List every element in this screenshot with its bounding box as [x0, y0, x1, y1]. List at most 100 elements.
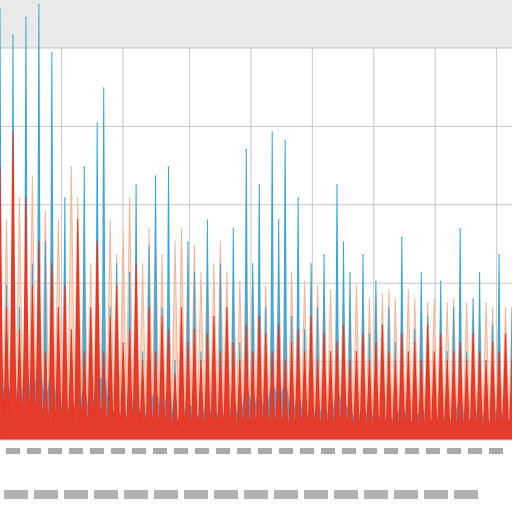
- point-peach-60: [388, 289, 390, 292]
- point-peach-59: [381, 294, 384, 296]
- point-red-20: [128, 329, 131, 331]
- point-red-24: [154, 351, 157, 353]
- point-red-52: [336, 342, 338, 345]
- point-red-29: [187, 342, 189, 345]
- point-peach-30: [193, 245, 196, 248]
- point-peach-69: [446, 302, 448, 305]
- point-blue-20: [128, 272, 131, 274]
- point-peach-63: [407, 289, 410, 292]
- point-blue-61: [394, 342, 397, 345]
- point-red-39: [251, 351, 254, 353]
- point-peach-67: [433, 298, 436, 301]
- point-red-40: [258, 316, 261, 318]
- x-label-3: [94, 490, 118, 499]
- point-red-38: [245, 324, 248, 327]
- point-blue-52: [336, 184, 338, 186]
- point-blue-31: [200, 351, 202, 353]
- point-red-3: [18, 329, 21, 331]
- x-tick-14: [300, 448, 314, 454]
- point-blue-53: [342, 241, 345, 243]
- point-red-73: [472, 333, 474, 336]
- point-red-70: [452, 351, 455, 353]
- point-blue-40: [258, 184, 261, 186]
- x-tick-2: [48, 448, 62, 454]
- point-blue-13: [83, 166, 86, 168]
- point-red-75: [485, 360, 487, 362]
- point-peach-37: [238, 280, 241, 283]
- point-peach-5: [31, 175, 34, 177]
- point-blue-7: [44, 241, 47, 243]
- point-blue-29: [187, 241, 189, 243]
- point-blue-8: [51, 52, 53, 54]
- x-tick-13: [279, 448, 293, 454]
- point-blue-39: [251, 263, 254, 265]
- point-peach-3: [18, 197, 21, 199]
- point-blue-48: [310, 263, 312, 265]
- point-blue-2: [12, 34, 14, 36]
- point-blue-64: [413, 329, 416, 331]
- point-red-4: [25, 197, 27, 199]
- x-label-8: [244, 490, 268, 499]
- point-red-25: [161, 316, 163, 318]
- x-tick-8: [174, 448, 188, 454]
- point-red-72: [465, 360, 468, 362]
- point-red-22: [141, 360, 144, 362]
- point-red-46: [297, 329, 299, 331]
- point-blue-46: [297, 197, 299, 199]
- point-red-45: [290, 342, 293, 345]
- point-red-63: [407, 351, 410, 353]
- x-label-11: [334, 490, 358, 499]
- point-red-37: [238, 360, 241, 362]
- point-red-66: [426, 324, 429, 327]
- x-label-15: [454, 490, 478, 499]
- point-blue-49: [316, 307, 319, 309]
- point-blue-34: [219, 263, 222, 265]
- point-red-27: [174, 373, 176, 375]
- x-tick-7: [153, 448, 167, 454]
- x-label-6: [184, 490, 208, 499]
- point-red-33: [213, 316, 215, 318]
- series-red-area: [0, 131, 512, 441]
- point-blue-37: [238, 342, 241, 345]
- point-blue-1: [5, 285, 8, 287]
- x-tick-3: [69, 448, 83, 454]
- x-tick-11: [237, 448, 251, 454]
- point-red-61: [394, 360, 397, 362]
- header-band: [0, 0, 512, 48]
- point-red-53: [342, 324, 345, 327]
- point-red-17: [109, 316, 111, 318]
- point-red-28: [180, 307, 183, 309]
- point-blue-73: [472, 298, 474, 301]
- point-peach-49: [316, 285, 319, 287]
- point-blue-4: [25, 16, 27, 19]
- point-red-9: [57, 307, 60, 309]
- point-blue-15: [96, 122, 99, 124]
- x-tick-17: [363, 448, 377, 454]
- point-peach-64: [413, 298, 416, 301]
- point-blue-24: [154, 175, 157, 177]
- point-red-54: [349, 360, 351, 362]
- point-blue-54: [349, 272, 351, 274]
- point-red-71: [459, 342, 461, 345]
- point-red-77: [498, 351, 500, 353]
- point-blue-58: [375, 280, 377, 283]
- point-red-11: [70, 329, 73, 331]
- point-red-51: [329, 351, 332, 353]
- point-red-35: [226, 307, 228, 309]
- point-blue-27: [174, 360, 176, 362]
- point-red-16: [102, 351, 105, 353]
- point-blue-6: [38, 3, 40, 6]
- point-red-26: [167, 329, 170, 331]
- point-red-78: [504, 333, 507, 336]
- point-blue-74: [478, 272, 481, 274]
- x-tick-1: [27, 448, 41, 454]
- point-blue-57: [368, 333, 371, 336]
- point-peach-34: [219, 241, 222, 243]
- point-red-56: [362, 333, 364, 336]
- x-tick-16: [342, 448, 356, 454]
- x-tick-0: [6, 448, 20, 454]
- point-peach-55: [355, 285, 358, 287]
- point-red-67: [433, 351, 436, 353]
- point-red-19: [122, 342, 124, 345]
